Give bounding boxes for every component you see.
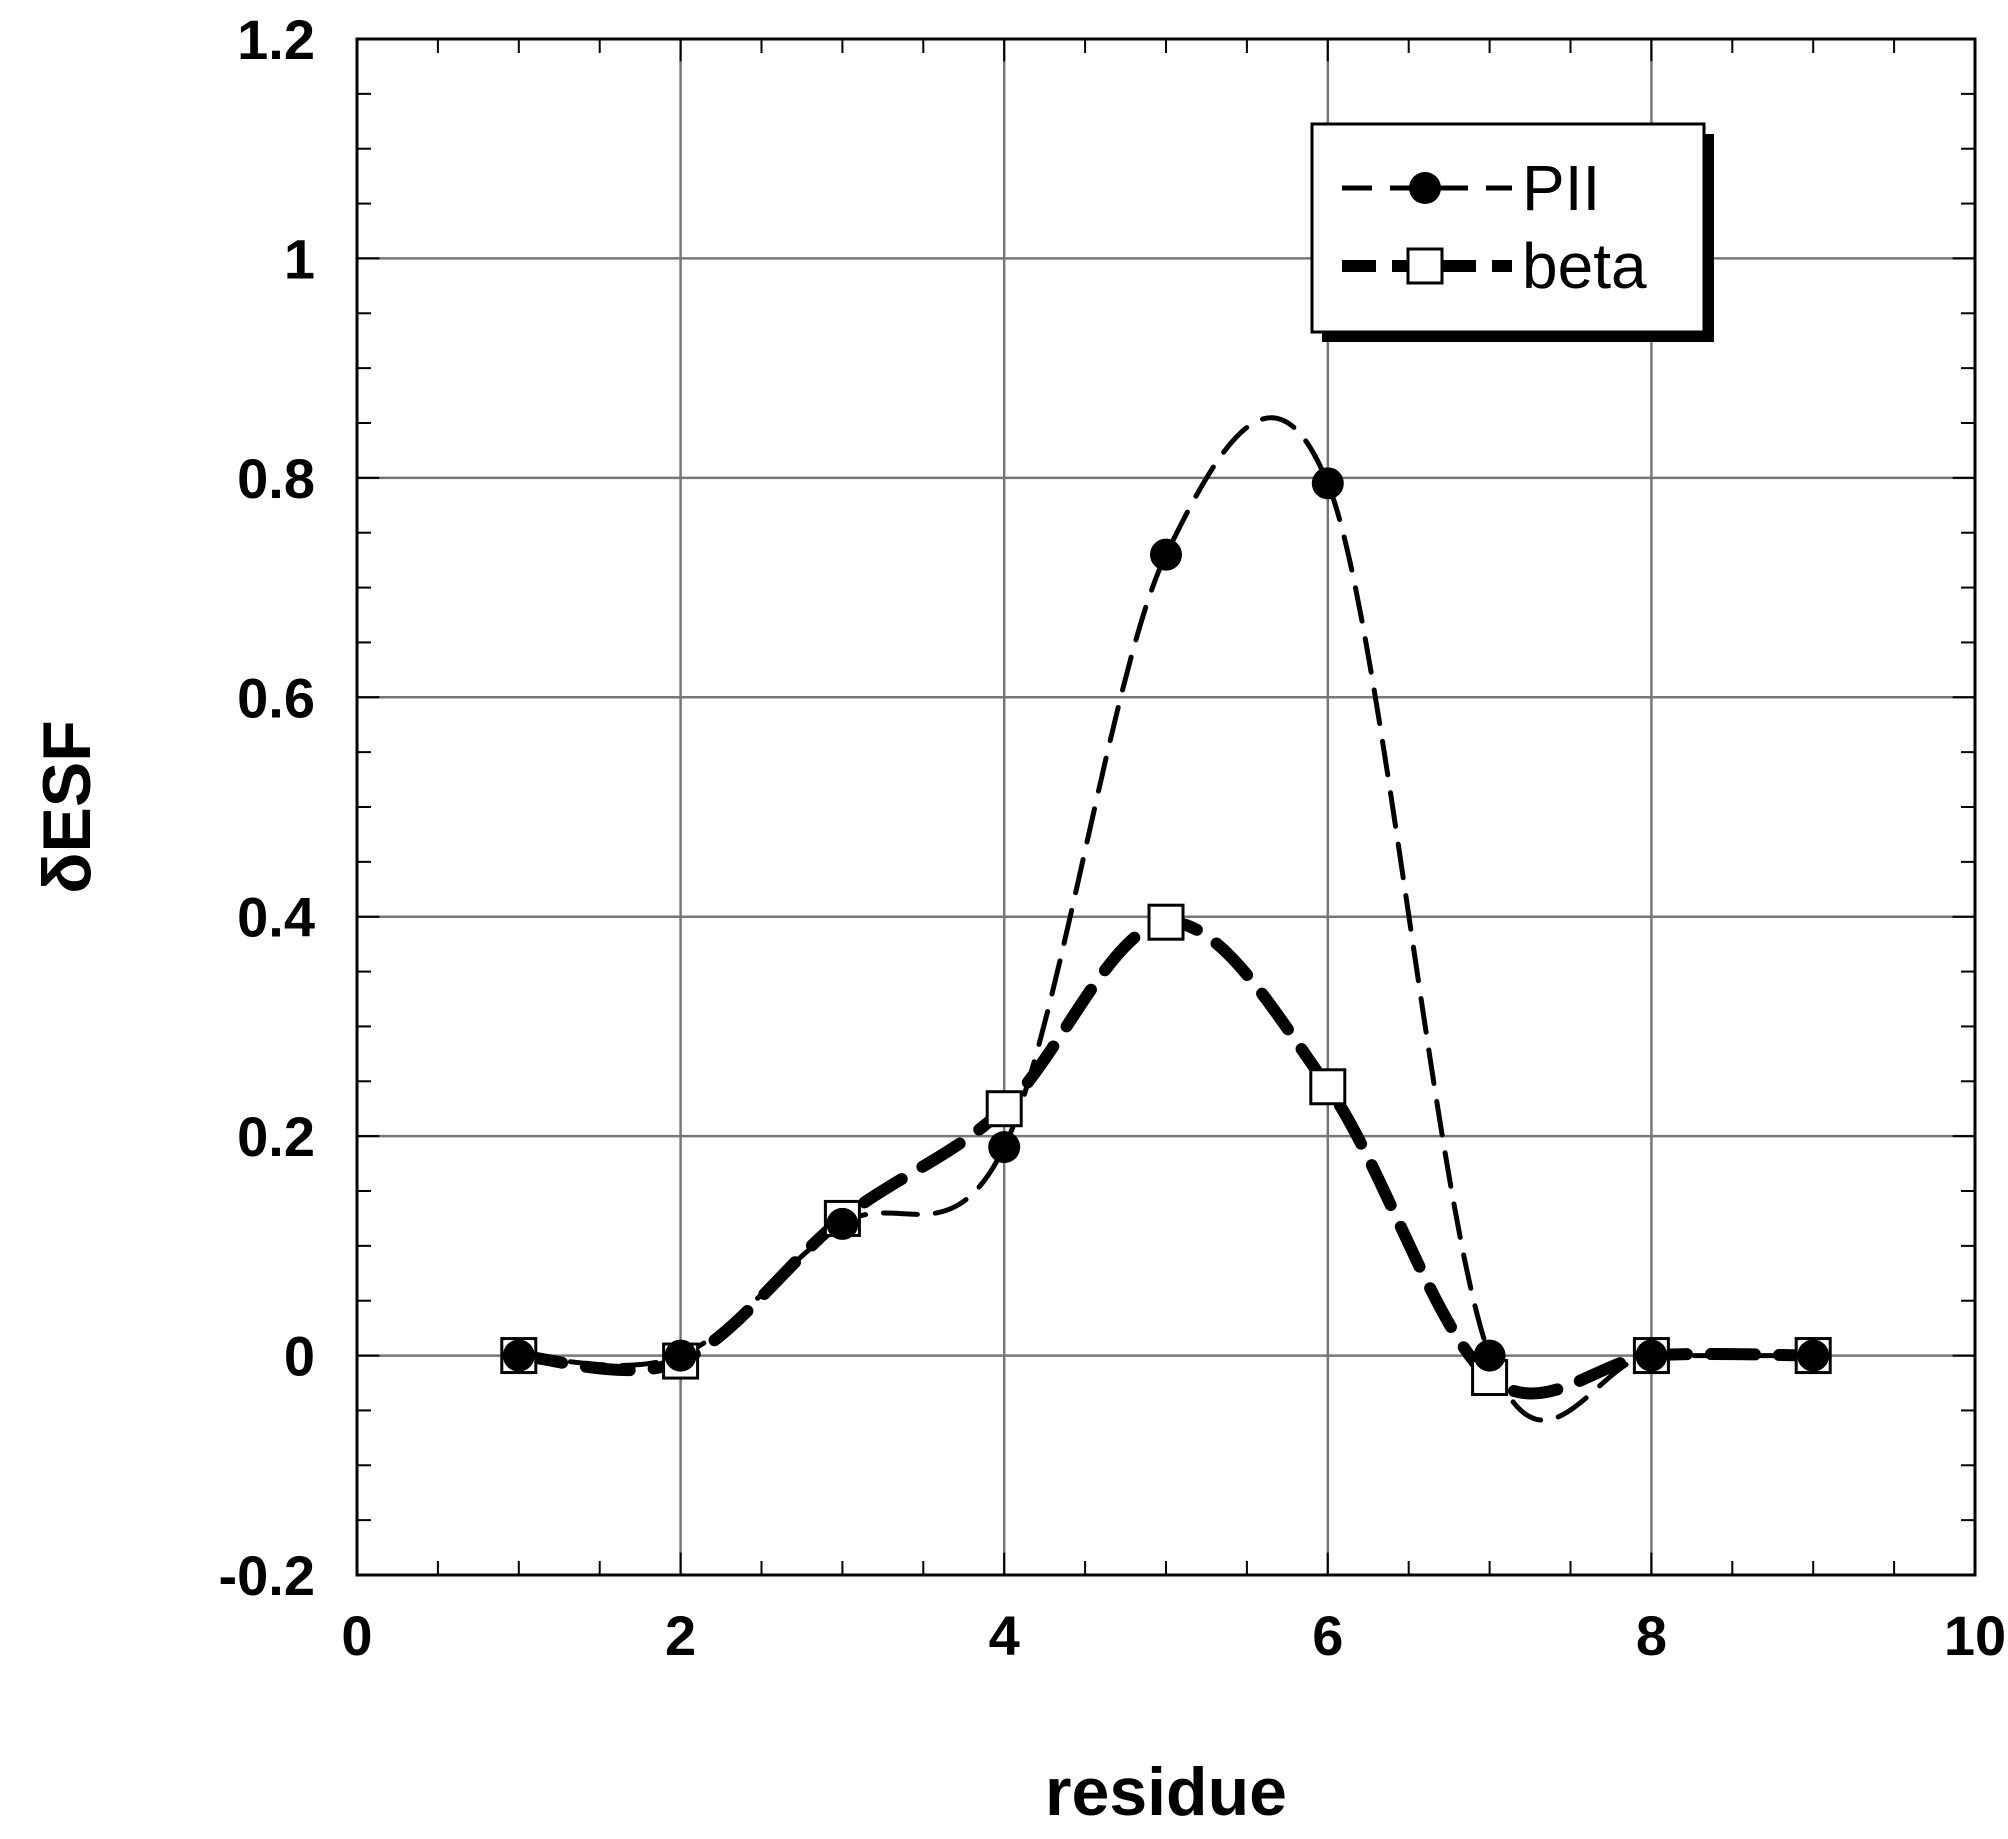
pii-point	[664, 1339, 697, 1372]
legend-entry-beta: beta	[1342, 230, 1647, 302]
series-line-pii	[516, 415, 1816, 1423]
legend-label-beta: beta	[1522, 230, 1647, 302]
beta-point	[985, 1090, 1023, 1128]
legend-box	[1310, 122, 1706, 334]
plot-frame	[355, 37, 1977, 1577]
pii-point	[1311, 467, 1344, 500]
y-axis-title: δESF	[29, 720, 105, 894]
x-tick-label: 0	[341, 1604, 372, 1667]
x-tick-labels: 0 2 4 6 8 10	[341, 1604, 2006, 1667]
pii-point	[988, 1131, 1021, 1164]
legend: PII beta	[1310, 122, 1714, 342]
pii-point	[1473, 1339, 1506, 1372]
x-tick-label: 2	[665, 1604, 696, 1667]
legend-entry-pii: PII	[1342, 152, 1600, 224]
pii-point	[1797, 1339, 1830, 1372]
x-tick-label: 6	[1312, 1604, 1343, 1667]
y-tick-label: 0	[284, 1325, 315, 1388]
beta-point	[1147, 903, 1185, 941]
y-tick-label: 1.2	[237, 8, 315, 71]
y-tick-label: 0.2	[237, 1105, 315, 1168]
y-tick-label: 0.6	[237, 666, 315, 729]
legend-label-pii: PII	[1522, 152, 1600, 224]
grid	[357, 39, 1975, 1575]
y-tick-label: 1	[284, 227, 315, 290]
series-line-beta	[512, 916, 1820, 1400]
minor-ticks	[357, 39, 1975, 1575]
series-markers	[500, 467, 1832, 1397]
x-tick-label: 4	[989, 1604, 1020, 1667]
x-tick-label: 8	[1636, 1604, 1667, 1667]
beta-point	[1309, 1068, 1347, 1106]
pii-point	[1635, 1339, 1668, 1372]
y-tick-label: 0.8	[237, 447, 315, 510]
y-tick-labels: -0.2 0 0.2 0.4 0.6 0.8 1 1.2	[219, 8, 316, 1607]
pii-point	[1150, 538, 1182, 571]
x-axis-title: residue	[1045, 1754, 1287, 1830]
legend-marker-beta	[1406, 247, 1444, 285]
legend-marker-pii	[1409, 172, 1441, 204]
pii-point	[502, 1339, 535, 1372]
y-tick-label: 0.4	[237, 886, 315, 949]
y-tick-label: -0.2	[219, 1544, 316, 1607]
pii-point	[826, 1207, 859, 1240]
x-tick-label: 10	[1944, 1604, 2006, 1667]
